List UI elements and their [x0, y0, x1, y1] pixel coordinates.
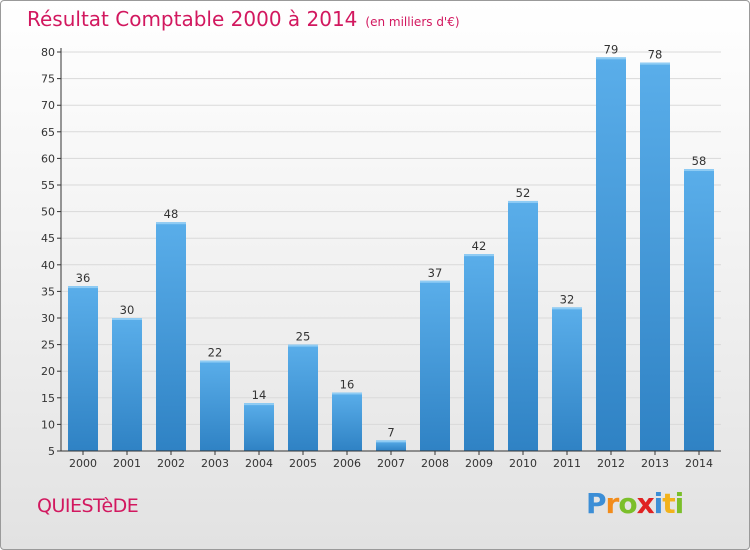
x-tick-label: 2014	[685, 457, 713, 470]
x-tick-label: 2000	[69, 457, 97, 470]
logo-letter: r	[605, 487, 620, 520]
x-tick-label: 2001	[113, 457, 141, 470]
y-tick-label: 75	[41, 73, 55, 86]
bar	[684, 169, 714, 452]
x-tick-label: 2010	[509, 457, 537, 470]
y-tick-label: 35	[41, 285, 55, 298]
data-label: 30	[120, 303, 135, 317]
proxiti-logo: Proxiti	[586, 487, 685, 520]
bar	[552, 307, 582, 451]
y-tick-label: 55	[41, 179, 55, 192]
bar	[244, 403, 274, 451]
bar-highlight	[376, 440, 406, 443]
bar-highlight	[552, 307, 582, 310]
logo-letter: x	[636, 487, 655, 520]
data-label: 16	[340, 377, 355, 391]
y-tick-label: 45	[41, 232, 55, 245]
data-label: 36	[76, 271, 91, 285]
bar	[156, 222, 186, 451]
x-tick-label: 2011	[553, 457, 581, 470]
bar-highlight	[244, 403, 274, 406]
data-label: 79	[604, 42, 619, 56]
bar	[200, 360, 230, 451]
y-tick-label: 70	[41, 99, 55, 112]
x-tick-label: 2008	[421, 457, 449, 470]
data-label: 48	[164, 207, 179, 221]
y-tick-label: 40	[41, 259, 55, 272]
bar-highlight	[332, 392, 362, 395]
logo-letter: o	[618, 487, 637, 520]
y-tick-label: 50	[41, 206, 55, 219]
bar	[508, 200, 538, 451]
x-tick-label: 2007	[377, 457, 405, 470]
bar	[332, 392, 362, 451]
y-tick-label: 15	[41, 392, 55, 405]
data-label: 37	[428, 266, 443, 280]
x-tick-label: 2004	[245, 457, 273, 470]
data-label: 52	[516, 186, 531, 200]
logo-letter: i	[653, 487, 664, 520]
bar	[596, 57, 626, 451]
title-text: Résultat Comptable 2000 à 2014	[27, 7, 358, 31]
y-tick-label: 20	[41, 365, 55, 378]
x-tick-label: 2009	[465, 457, 493, 470]
bar-highlight	[596, 57, 626, 60]
chart-title: Résultat Comptable 2000 à 2014 (en millie…	[27, 7, 460, 31]
x-tick-label: 2003	[201, 457, 229, 470]
bar	[376, 440, 406, 451]
data-label: 78	[648, 48, 663, 62]
y-tick-label: 60	[41, 152, 55, 165]
bar	[640, 62, 670, 451]
data-label: 7	[387, 425, 394, 439]
bar	[420, 280, 450, 451]
logo-letter: i	[674, 487, 685, 520]
data-label: 32	[560, 292, 575, 306]
bar-highlight	[288, 344, 318, 347]
x-tick-label: 2002	[157, 457, 185, 470]
bar	[464, 254, 494, 451]
logo-letter: t	[662, 487, 675, 520]
x-tick-label: 2012	[597, 457, 625, 470]
axes: 5 10 15 20 25 30 35 40 45 50 55 60 65 70 75 80 2000 2001 2…	[41, 46, 721, 470]
bar-highlight	[640, 62, 670, 65]
y-tick-label: 65	[41, 126, 55, 139]
y-tick-label: 80	[41, 46, 55, 59]
y-tick-label: 5	[48, 445, 55, 458]
y-tick-label: 25	[41, 339, 55, 352]
logo-letter: P	[586, 487, 607, 520]
bar	[112, 318, 142, 451]
bar-highlight	[420, 280, 450, 283]
x-tick-label: 2006	[333, 457, 361, 470]
x-tick-label: 2005	[289, 457, 317, 470]
data-label: 25	[296, 330, 311, 344]
data-label: 14	[252, 388, 267, 402]
data-label: 42	[472, 239, 487, 253]
bar-highlight	[156, 222, 186, 225]
y-tick-label: 30	[41, 312, 55, 325]
commune-name: QUIESTèDE	[37, 495, 139, 517]
chart-subtitle: (en milliers d'€)	[365, 15, 460, 29]
bar-highlight	[68, 286, 98, 289]
bar	[288, 344, 318, 451]
data-label: 22	[208, 346, 223, 360]
y-tick-label: 10	[41, 418, 55, 431]
data-label: 58	[692, 154, 707, 168]
bar-highlight	[112, 318, 142, 320]
bar-highlight	[200, 360, 230, 363]
bars: 36 30 48 22 14 25 16 7 37 42 52 32 79 78 58	[68, 42, 714, 452]
bar-highlight	[684, 169, 714, 172]
bar-highlight	[508, 200, 538, 203]
bar	[68, 286, 98, 451]
x-tick-label: 2013	[641, 457, 669, 470]
bar-highlight	[464, 254, 494, 257]
